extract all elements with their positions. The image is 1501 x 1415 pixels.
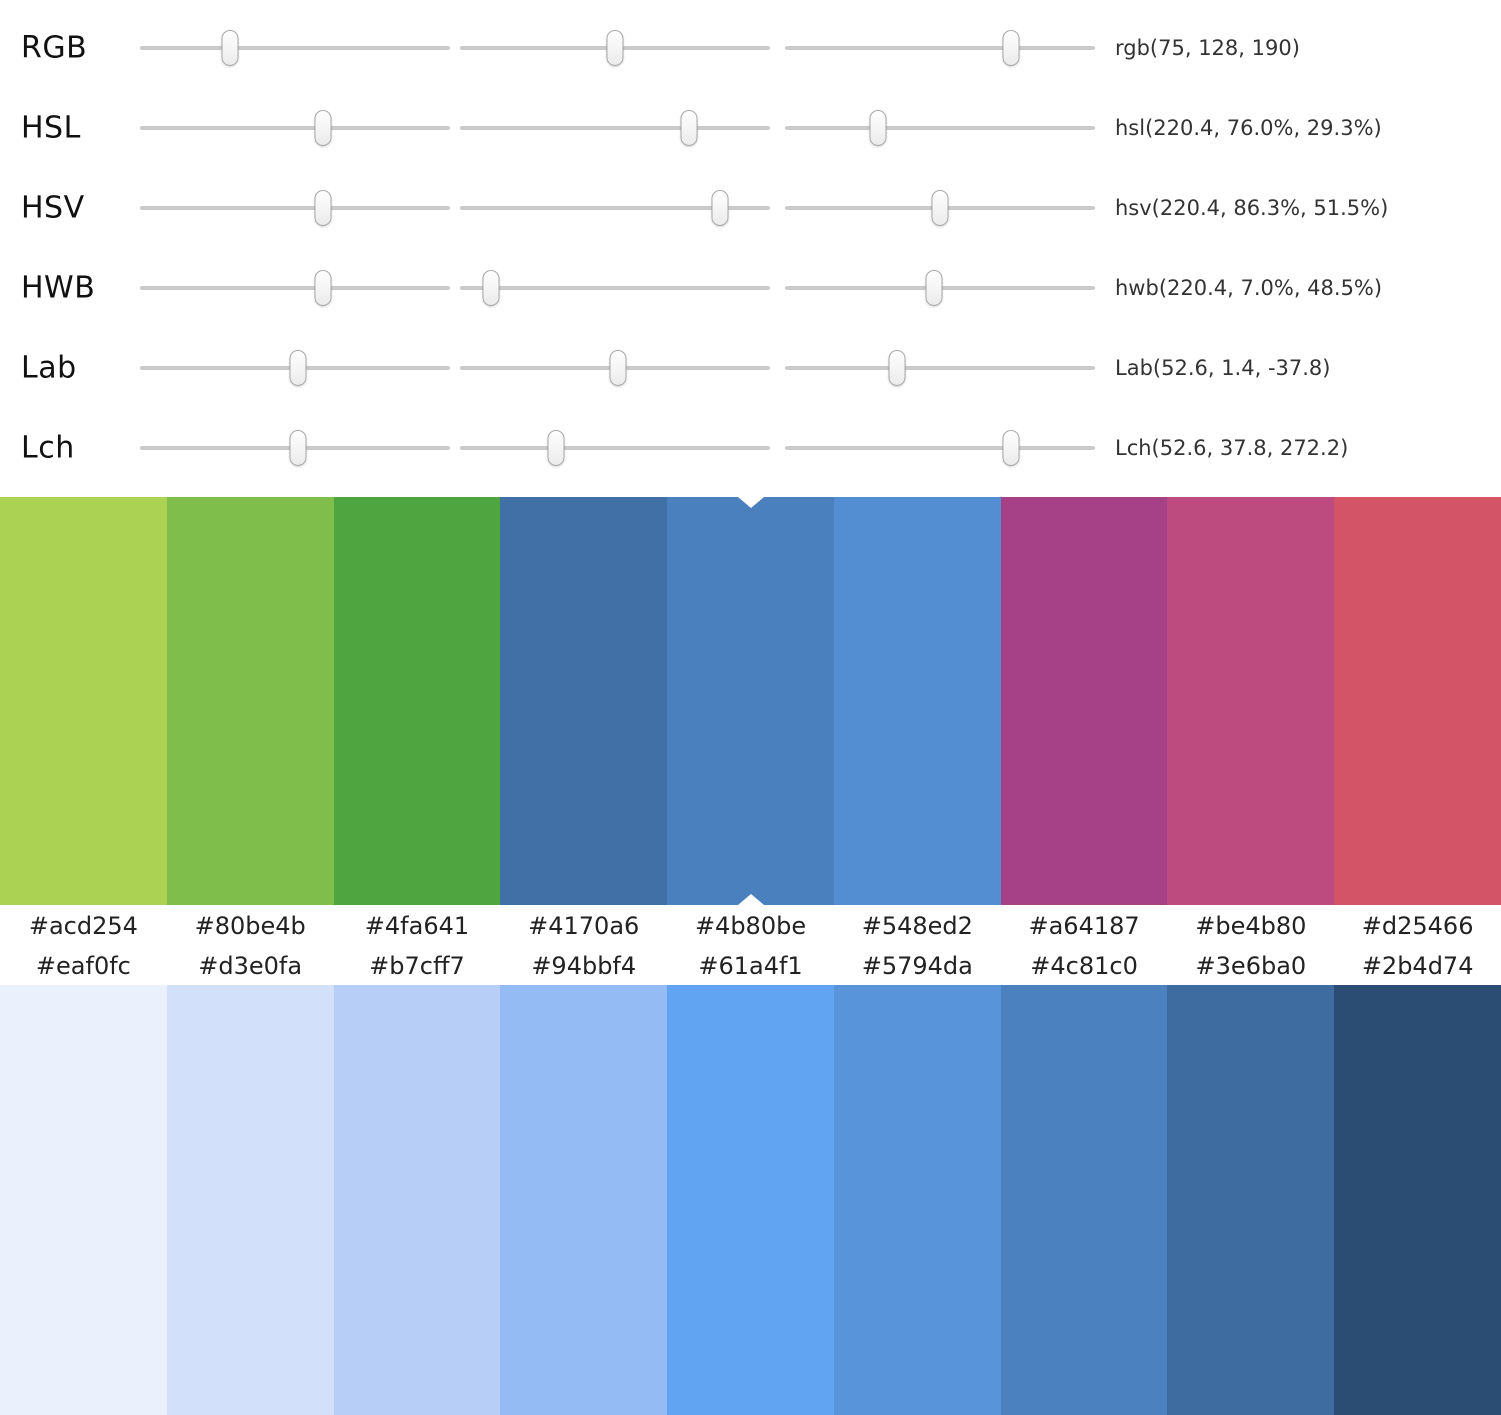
slider-thumb[interactable] — [869, 110, 887, 146]
slider-thumb[interactable] — [931, 190, 949, 226]
color-value-text: hsv(220.4, 86.3%, 51.5%) — [1115, 196, 1389, 220]
slider-track[interactable] — [460, 30, 770, 66]
swatch-hex-label: #a64187 — [1028, 912, 1140, 940]
palette-swatch[interactable] — [166, 985, 334, 1415]
color-value-text: hsl(220.4, 76.0%, 29.3%) — [1115, 116, 1382, 140]
palette-top — [0, 497, 1501, 905]
colorspace-label: HSL — [21, 110, 81, 146]
swatch-hex-label: #61a4f1 — [698, 952, 803, 980]
swatch-hex-label: #d25466 — [1361, 912, 1474, 940]
palette-swatch[interactable] — [166, 497, 334, 905]
swatch-hex-label: #4c81c0 — [1030, 952, 1138, 980]
slider-track[interactable] — [785, 350, 1095, 386]
slider-track[interactable] — [140, 350, 450, 386]
palette-swatch[interactable] — [1000, 985, 1168, 1415]
palette-bottom — [0, 985, 1501, 1415]
slider-thumb[interactable] — [314, 270, 332, 306]
colorspace-sliders-section: RGB rgb(75, 128, 190) HSL hsl(220.4, 76.0%,… — [0, 0, 1501, 497]
selected-swatch-marker-bottom — [737, 894, 764, 905]
swatch-hex-label: #eaf0fc — [35, 952, 131, 980]
palette-swatch[interactable] — [833, 497, 1001, 905]
palette-swatch[interactable] — [833, 985, 1001, 1415]
slider-row-hsv: HSV hsv(220.4, 86.3%, 51.5%) — [0, 168, 1501, 248]
slider-track[interactable] — [785, 30, 1095, 66]
slider-track[interactable] — [140, 430, 450, 466]
slider-row-hsl: HSL hsl(220.4, 76.0%, 29.3%) — [0, 88, 1501, 168]
slider-thumb[interactable] — [925, 270, 943, 306]
swatch-hex-label: #5794da — [861, 952, 973, 980]
palette-swatch[interactable] — [500, 497, 668, 905]
swatch-hex-label: #94bbf4 — [531, 952, 637, 980]
palette-swatch[interactable] — [1167, 497, 1335, 905]
slider-track[interactable] — [460, 110, 770, 146]
slider-row-lch: Lch Lch(52.6, 37.8, 272.2) — [0, 408, 1501, 488]
palette-swatch[interactable] — [1334, 985, 1501, 1415]
slider-thumb[interactable] — [1002, 30, 1020, 66]
palette-swatch[interactable] — [0, 985, 167, 1415]
slider-track[interactable] — [785, 190, 1095, 226]
slider-thumb[interactable] — [289, 350, 307, 386]
slider-row-hwb: HWB hwb(220.4, 7.0%, 48.5%) — [0, 248, 1501, 328]
palette-swatch[interactable] — [333, 985, 501, 1415]
swatch-hex-label: #b7cff7 — [369, 952, 465, 980]
swatch-hex-label: #4b80be — [694, 912, 807, 940]
palette-swatch[interactable] — [667, 497, 834, 905]
slider-thumb[interactable] — [1002, 430, 1020, 466]
slider-thumb[interactable] — [289, 430, 307, 466]
swatch-hex-label: #548ed2 — [861, 912, 973, 940]
slider-track[interactable] — [460, 270, 770, 306]
palette-swatch[interactable] — [333, 497, 501, 905]
slider-row-lab: Lab Lab(52.6, 1.4, -37.8) — [0, 328, 1501, 408]
slider-thumb[interactable] — [609, 350, 627, 386]
color-value-text: hwb(220.4, 7.0%, 48.5%) — [1115, 276, 1383, 300]
colorspace-label: HWB — [21, 270, 96, 306]
palette-swatch[interactable] — [1167, 985, 1335, 1415]
slider-thumb[interactable] — [314, 110, 332, 146]
slider-track[interactable] — [140, 30, 450, 66]
colorspace-label: Lch — [21, 430, 75, 466]
slider-thumb[interactable] — [680, 110, 698, 146]
palette-bottom-hex-labels: #eaf0fc #d3e0fa #b7cff7 #94bbf4 #61a4f1 #5794… — [0, 947, 1501, 985]
slider-track[interactable] — [460, 350, 770, 386]
slider-row-rgb: RGB rgb(75, 128, 190) — [0, 8, 1501, 88]
palette-top-hex-labels: #acd254 #80be4b #4fa641 #4170a6 #4b80be #548e… — [0, 905, 1501, 947]
slider-track[interactable] — [460, 430, 770, 466]
slider-track[interactable] — [785, 270, 1095, 306]
slider-track[interactable] — [140, 110, 450, 146]
palette-swatch[interactable] — [667, 985, 834, 1415]
color-value-text: Lch(52.6, 37.8, 272.2) — [1115, 436, 1349, 460]
slider-thumb[interactable] — [547, 430, 565, 466]
slider-track[interactable] — [785, 110, 1095, 146]
colorspace-label: Lab — [21, 350, 77, 386]
swatch-hex-label: #2b4d74 — [1361, 952, 1474, 980]
colorspace-label: RGB — [21, 30, 88, 66]
palette-swatch[interactable] — [500, 985, 668, 1415]
color-value-text: rgb(75, 128, 190) — [1115, 36, 1300, 60]
slider-thumb[interactable] — [482, 270, 500, 306]
swatch-hex-label: #4170a6 — [528, 912, 640, 940]
slider-track[interactable] — [785, 430, 1095, 466]
swatch-hex-label: #be4b80 — [1195, 912, 1307, 940]
swatch-hex-label: #acd254 — [28, 912, 138, 940]
slider-thumb[interactable] — [221, 30, 239, 66]
slider-track[interactable] — [140, 270, 450, 306]
colorspace-label: HSV — [21, 190, 85, 226]
palette-swatch[interactable] — [1000, 497, 1168, 905]
slider-thumb[interactable] — [606, 30, 624, 66]
swatch-hex-label: #3e6ba0 — [1195, 952, 1307, 980]
palette-swatch[interactable] — [0, 497, 167, 905]
swatch-hex-label: #80be4b — [194, 912, 306, 940]
slider-track[interactable] — [140, 190, 450, 226]
palette-swatch[interactable] — [1334, 497, 1501, 905]
swatch-hex-label: #4fa641 — [364, 912, 470, 940]
color-value-text: Lab(52.6, 1.4, -37.8) — [1115, 356, 1331, 380]
slider-thumb[interactable] — [711, 190, 729, 226]
slider-thumb[interactable] — [314, 190, 332, 226]
selected-swatch-marker-top — [737, 497, 764, 508]
swatch-hex-label: #d3e0fa — [198, 952, 303, 980]
slider-track[interactable] — [460, 190, 770, 226]
slider-thumb[interactable] — [888, 350, 906, 386]
